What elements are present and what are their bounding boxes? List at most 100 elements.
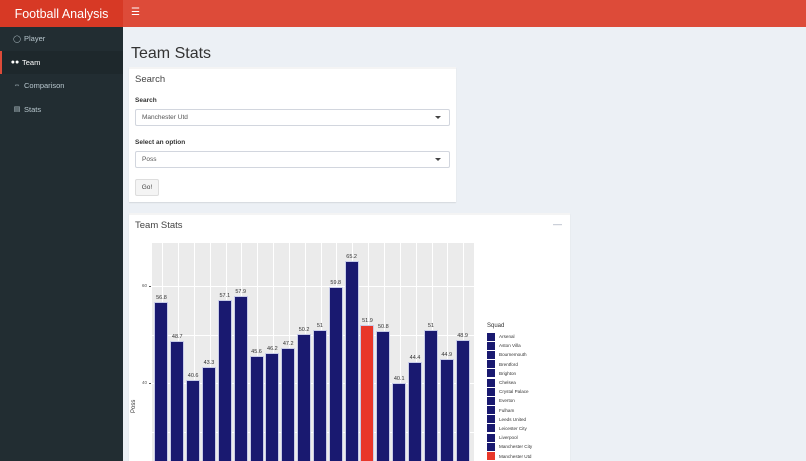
bar-value-label: 65.2: [346, 253, 357, 260]
legend-label: Crystal Palace: [499, 389, 529, 395]
legend-label: Liverpool: [499, 435, 518, 441]
y-tick-label: 40: [141, 380, 147, 385]
sidebar-item-label: Team: [22, 57, 41, 67]
legend-swatch: [487, 369, 495, 378]
legend-item: Manchester City: [487, 442, 532, 451]
legend-swatch: [487, 332, 495, 341]
legend-label: Manchester Utd: [499, 453, 532, 459]
bar-value-label: 57.1: [219, 293, 231, 300]
bar-value-label: 48.9: [457, 332, 468, 339]
bar-fulham: [281, 348, 296, 461]
bar-chelsea: [233, 296, 248, 461]
bar-value-label: 50.8: [377, 323, 389, 330]
legend-swatch: [487, 442, 495, 451]
sidebar-item-label: Stats: [24, 104, 42, 114]
bar-value-label: 51: [427, 322, 434, 329]
y-tick-mark: [149, 286, 151, 287]
sidebar-item-player[interactable]: ◯ Player: [0, 27, 123, 51]
gridline: [193, 243, 195, 461]
legend-swatch: [487, 396, 495, 405]
legend-swatch: [487, 415, 495, 424]
bar-value-label: 46.2: [267, 345, 278, 352]
sidebar-item-label: Player: [24, 34, 46, 44]
bar-everton: [265, 352, 280, 461]
legend-item: Brentford: [487, 360, 532, 369]
option-label: Select an option: [135, 139, 186, 146]
bar-liverpool: [328, 286, 343, 461]
bar-brighton: [217, 300, 232, 461]
search-box-title: Search: [135, 74, 166, 85]
gridline: [257, 243, 258, 461]
bar-value-label: 59.8: [330, 279, 342, 286]
legend-swatch: [487, 360, 495, 369]
bar-nott-ham-forest: [392, 382, 407, 461]
sidebar-item-stats[interactable]: ▤ Stats: [0, 98, 123, 122]
bar-value-label: 44.4: [409, 354, 421, 361]
collapse-button[interactable]: —: [553, 219, 562, 229]
legend-label: Fulham: [499, 407, 515, 413]
option-select[interactable]: Poss: [135, 151, 450, 168]
chart-box-title: Team Stats: [135, 220, 183, 231]
bar-value-label: 45.6: [251, 348, 262, 355]
legend-swatch: [487, 350, 495, 359]
bar-wolves: [455, 339, 470, 461]
page-title: Team Stats: [131, 45, 212, 62]
bar-leeds-united: [297, 333, 312, 461]
gridline: [399, 243, 401, 461]
legend-label: Brentford: [499, 361, 518, 367]
legend-swatch: [487, 406, 495, 415]
users-icon: ●●: [10, 58, 20, 66]
chevron-down-icon: [435, 116, 441, 119]
legend-item: Brighton: [487, 369, 532, 378]
team-select-value: Manchester Utd: [142, 114, 188, 121]
legend-swatch: [487, 387, 495, 396]
sidebar-item-label: Comparison: [24, 81, 65, 91]
chart-legend: Squad Arsenal Aston Villa Bournemouth Brent…: [487, 323, 532, 461]
search-label: Search: [135, 97, 157, 104]
bar-tottenham: [423, 329, 438, 461]
bar-value-label: 51.9: [362, 318, 373, 325]
sidebar-item-team[interactable]: ●● Team: [0, 50, 123, 74]
gridline: [209, 243, 211, 461]
bar-west-ham: [439, 359, 454, 461]
bar-value-label: 48.7: [171, 333, 183, 340]
go-button[interactable]: Go!: [135, 179, 159, 196]
gridline: [447, 243, 449, 461]
sidebar-item-comparison[interactable]: ⇔ Comparison: [0, 74, 123, 98]
bar-manchester-utd: [360, 325, 375, 461]
legend-item: Leeds United: [487, 415, 532, 424]
hamburger-icon[interactable]: ☰: [131, 7, 140, 18]
comparison-icon: ⇔: [13, 82, 21, 90]
search-box: Search Search Manchester Utd Select an o…: [129, 67, 456, 202]
bar-chart-panel: 56.8 48.7 40.6 43.3 57.1 57.9 45.6 46.2 47.2 50.2…: [152, 243, 474, 461]
legend-label: Aston Villa: [499, 343, 521, 349]
bar-value-label: 44.9: [441, 352, 453, 359]
app-logo[interactable]: Football Analysis: [0, 0, 123, 27]
bar-arsenal: [154, 301, 169, 461]
legend-title: Squad: [487, 323, 505, 329]
bar-bournemouth: [186, 380, 201, 461]
bar-value-label: 50.2: [298, 326, 310, 333]
bar-value-label: 51: [316, 322, 323, 329]
legend-item: Liverpool: [487, 433, 532, 442]
table-icon: ▤: [13, 106, 21, 114]
gridline: [273, 243, 274, 461]
bar-manchester-city: [344, 260, 359, 461]
legend-label: Leeds United: [499, 416, 527, 422]
team-select[interactable]: Manchester Utd: [135, 109, 450, 126]
bar-value-label: 47.2: [282, 341, 294, 348]
bar-brentford: [201, 366, 216, 461]
legend-label: Chelsea: [499, 380, 516, 386]
y-axis-label: Poss: [131, 399, 137, 413]
legend-swatch: [487, 341, 495, 350]
gridline: [415, 243, 417, 461]
option-select-value: Poss: [142, 156, 157, 163]
y-tick-label: 60: [141, 283, 147, 288]
legend-label: Manchester City: [499, 444, 533, 450]
legend-label: Bournemouth: [499, 352, 527, 358]
gridline: [152, 286, 474, 287]
bar-leicester-city: [312, 329, 327, 461]
bar-aston-villa: [170, 340, 185, 461]
legend-label: Brighton: [499, 370, 517, 376]
bar-value-label: 57.9: [235, 289, 247, 296]
